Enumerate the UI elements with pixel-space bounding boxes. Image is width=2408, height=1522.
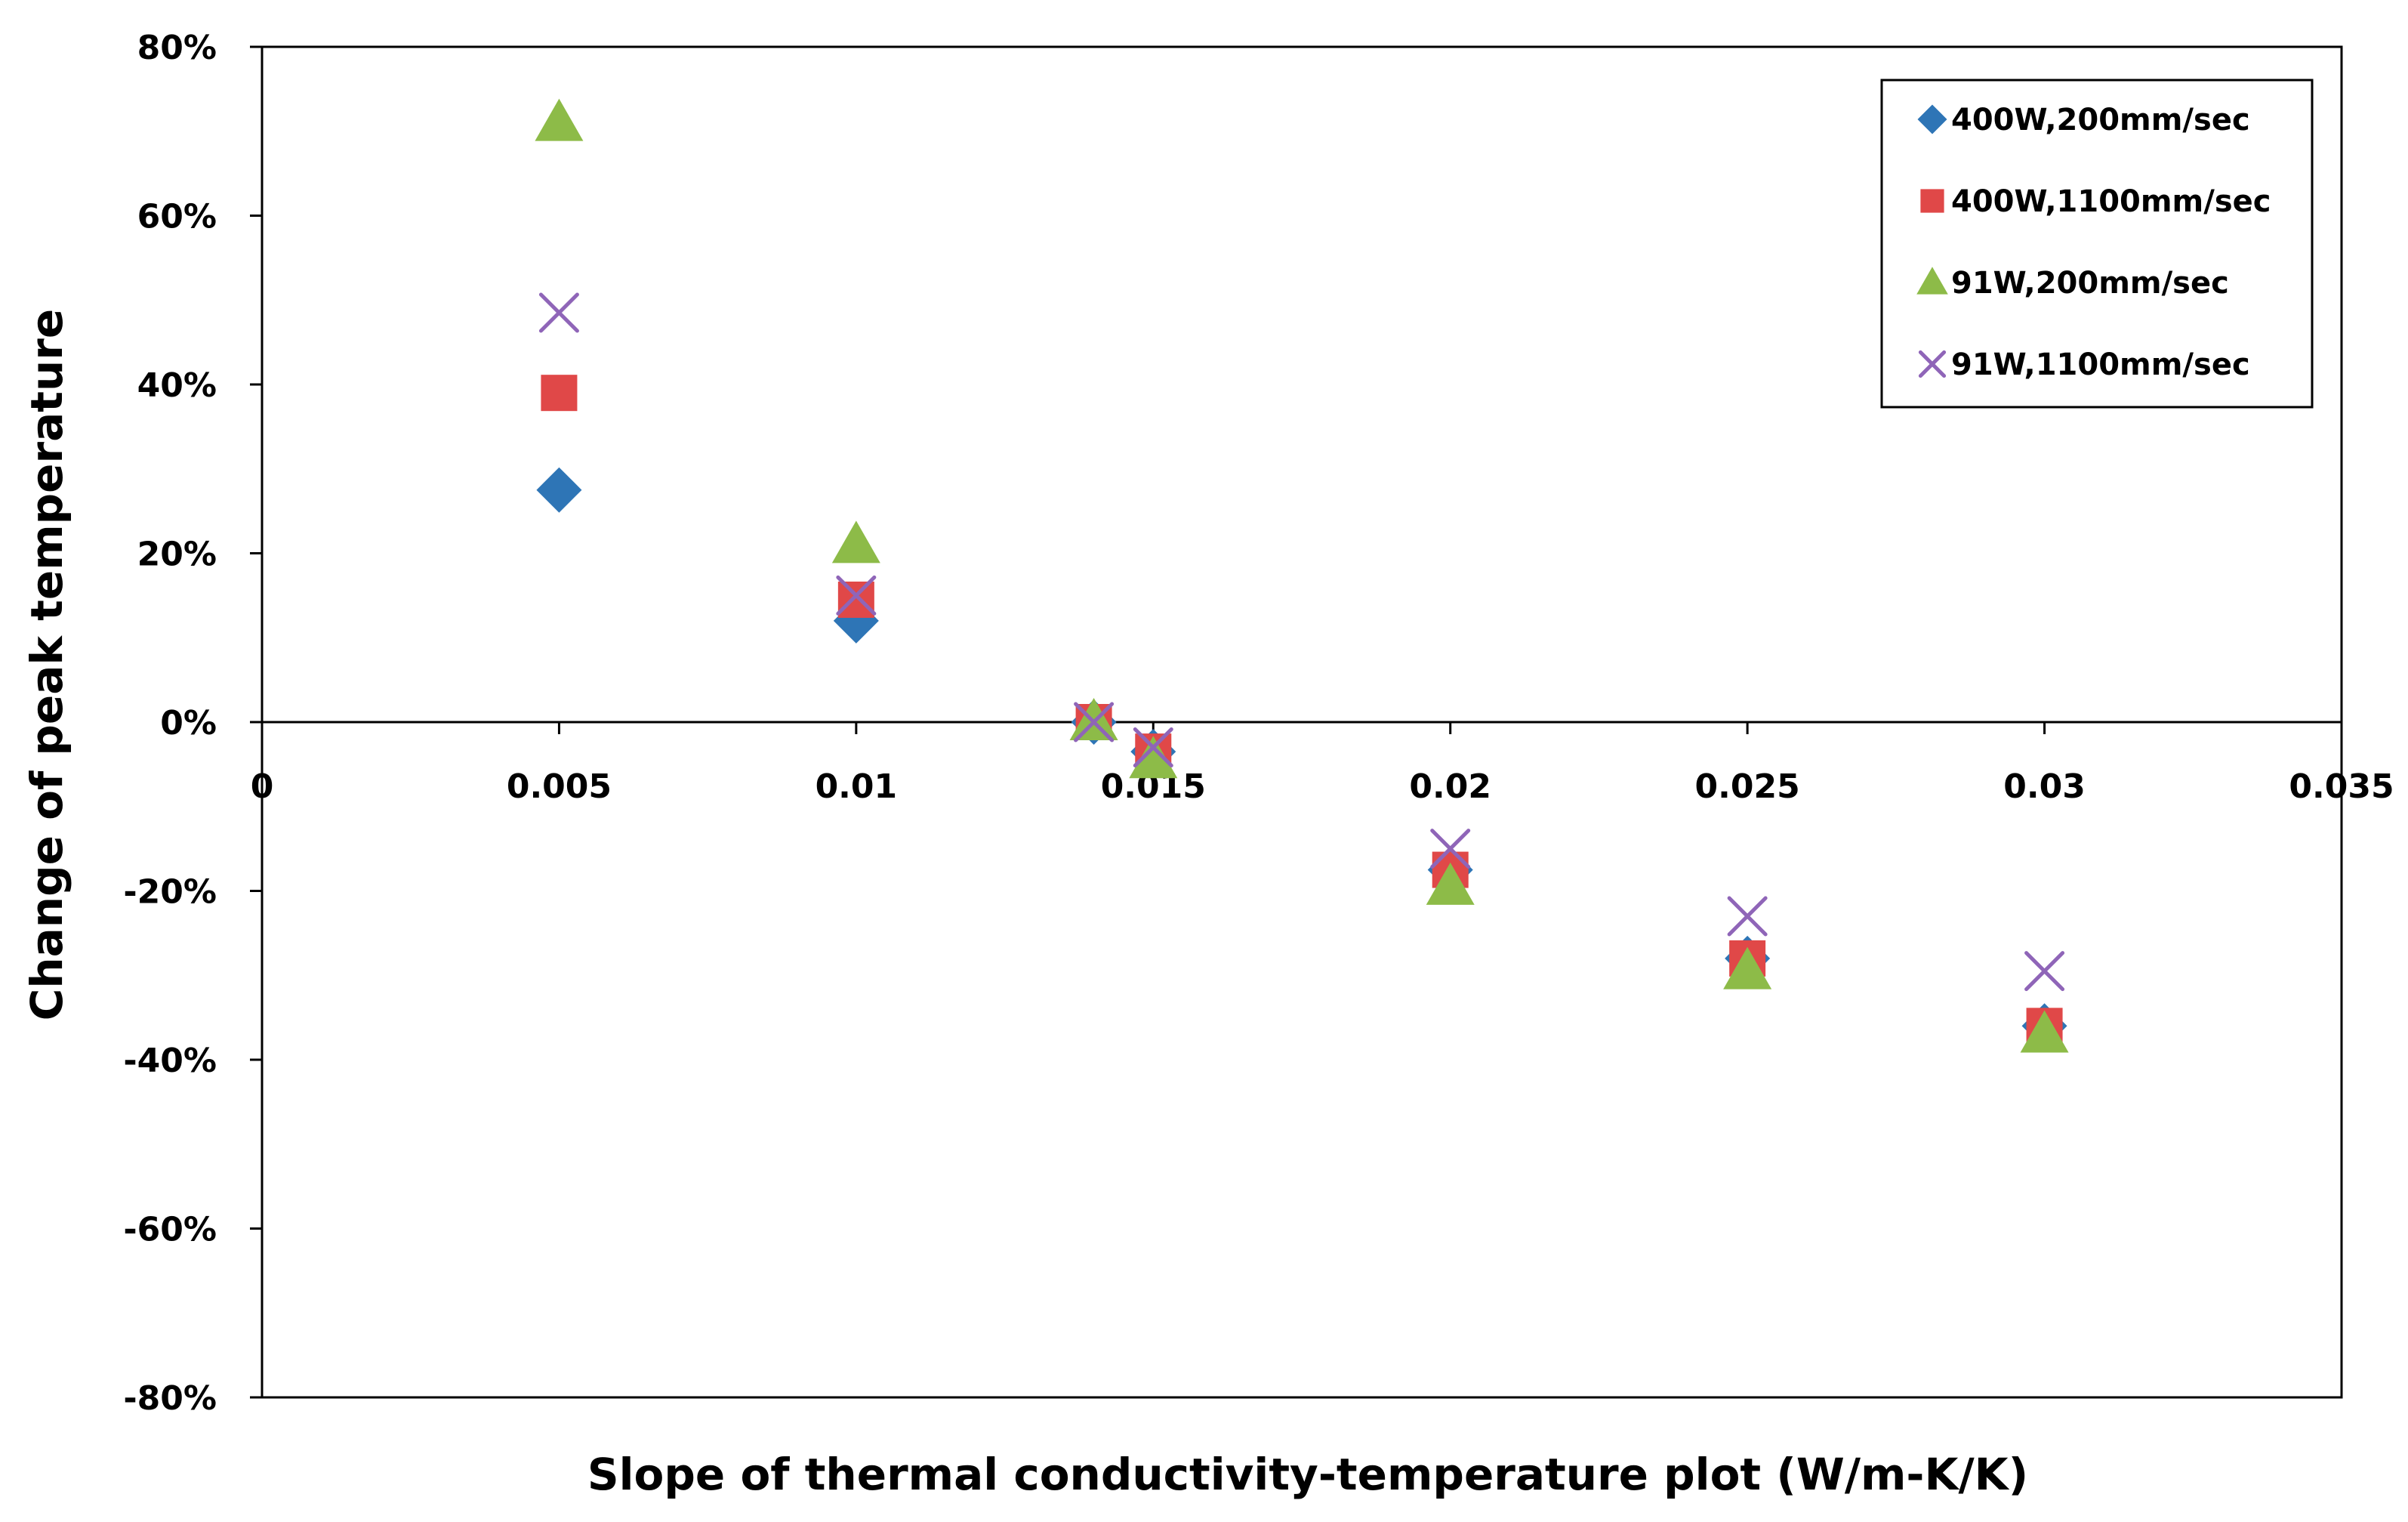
y-tick-label: 0% (160, 704, 217, 742)
legend-box (1880, 79, 2314, 409)
data-point (1430, 829, 1471, 869)
data-point (2020, 1010, 2069, 1053)
y-tick-label: 40% (137, 366, 217, 405)
series-3-points (535, 98, 2069, 1053)
legend-marker (1917, 104, 1947, 134)
y-tick-label: 80% (137, 29, 217, 67)
data-point (541, 375, 578, 412)
y-axis-title: Change of peak temperature (21, 309, 72, 1020)
data-point (535, 98, 584, 141)
data-point (2024, 951, 2065, 992)
data-point (1723, 946, 1772, 989)
x-tick-label: 0.03 (2003, 767, 2086, 806)
x-tick-label: 0.02 (1409, 767, 1491, 806)
y-tick-label: -80% (123, 1379, 217, 1418)
y-tick-label: 20% (137, 536, 217, 574)
x-axis-title: Slope of thermal conductivity-temperatur… (587, 1449, 2028, 1500)
data-point (538, 292, 579, 333)
y-tick-label: -20% (123, 873, 217, 912)
data-point (837, 581, 874, 618)
series-4-points (538, 292, 2065, 992)
legend-label: 400W,1100mm/sec (1951, 184, 2271, 219)
y-tick-label: -60% (123, 1211, 217, 1249)
data-point (536, 467, 582, 513)
data-point (1074, 702, 1115, 742)
x-tick-label: 0.005 (507, 767, 612, 806)
x-tick-label: 0.035 (2289, 767, 2394, 806)
legend-label: 91W,200mm/sec (1951, 266, 2229, 301)
data-point (1426, 862, 1475, 905)
x-tick-label: 0 (251, 767, 274, 806)
data-point (1129, 736, 1178, 779)
legend-marker (1918, 350, 1947, 378)
x-tick-label: 0.01 (816, 767, 898, 806)
data-point (831, 520, 880, 563)
legend-marker (1920, 189, 1944, 213)
legend-marker (1916, 267, 1948, 295)
y-tick-label: -40% (123, 1042, 217, 1080)
legend-label: 91W,1100mm/sec (1951, 347, 2250, 382)
data-point (1133, 727, 1173, 768)
y-tick-label: 60% (137, 198, 217, 236)
data-point (836, 575, 877, 616)
data-point (1069, 698, 1118, 740)
legend-label: 400W,200mm/sec (1951, 103, 2250, 137)
x-tick-label: 0.025 (1695, 767, 1800, 806)
data-point (1727, 896, 1768, 937)
